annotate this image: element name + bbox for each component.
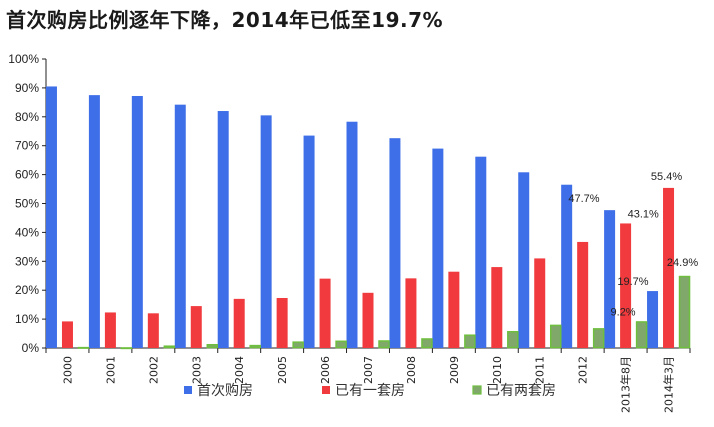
bar-one-home — [534, 258, 546, 348]
x-tick-label: 2001 — [104, 356, 117, 384]
x-tick-label: 2006 — [319, 356, 332, 384]
bar-first-home — [260, 115, 272, 348]
bar-one-home — [104, 312, 116, 348]
legend-swatch — [472, 385, 482, 395]
bar-two-homes — [249, 344, 261, 349]
y-tick-label: 60% — [15, 168, 39, 182]
x-tick-label: 2011 — [534, 356, 547, 384]
bar-one-home — [190, 306, 202, 348]
y-tick-label: 80% — [15, 110, 39, 124]
bar-two-homes — [549, 324, 562, 349]
bar-two-homes — [421, 338, 433, 349]
chart-title: 首次购房比例逐年下降，2014年已低至19.7% — [6, 8, 444, 32]
bar-one-home — [319, 278, 331, 348]
x-tick-label: 2005 — [276, 356, 289, 384]
bar-two-homes — [635, 321, 648, 349]
x-tick-label: 2002 — [147, 356, 160, 384]
bar-two-homes — [378, 340, 390, 349]
bar-first-home — [647, 291, 659, 348]
x-tick-label: 2013年8月 — [619, 356, 633, 413]
data-label: 55.4% — [651, 171, 682, 183]
bar-one-home — [233, 298, 245, 348]
bar-two-homes — [292, 341, 304, 349]
bar-one-home — [620, 223, 632, 348]
bar-two-homes — [163, 345, 176, 349]
bar-two-homes — [592, 328, 605, 349]
bar-one-home — [663, 187, 675, 348]
legend-swatch — [322, 386, 330, 394]
bar-one-home — [362, 292, 374, 348]
bar-first-home — [88, 95, 100, 348]
bar-first-home — [604, 210, 616, 348]
y-tick-label: 50% — [15, 197, 39, 211]
data-label: 47.7% — [568, 193, 599, 205]
bar-one-home — [448, 271, 460, 348]
x-tick-label: 2014年3月 — [662, 356, 676, 413]
bar-one-home — [61, 321, 73, 348]
x-tick-label: 2010 — [491, 356, 504, 384]
bar-two-homes — [464, 334, 476, 349]
x-tick-label: 2012 — [577, 356, 590, 384]
data-label: 19.7% — [617, 276, 648, 288]
legend-label: 已有一套房 — [335, 383, 405, 399]
bar-first-home — [45, 86, 57, 348]
bar-first-home — [346, 121, 358, 348]
bar-two-homes — [77, 346, 90, 349]
bar-first-home — [389, 138, 401, 348]
y-tick-label: 10% — [15, 312, 39, 326]
x-tick-label: 2007 — [362, 356, 375, 384]
legend-label: 已有两套房 — [486, 383, 556, 399]
data-label: 9.2% — [611, 306, 636, 318]
y-tick-label: 90% — [15, 81, 39, 95]
bar-one-home — [276, 298, 288, 348]
x-tick-label: 2000 — [61, 356, 74, 384]
x-tick-label: 2008 — [405, 356, 418, 384]
bar-first-home — [131, 95, 143, 348]
bar-first-home — [432, 148, 444, 348]
data-label: 24.9% — [667, 257, 698, 269]
bar-two-homes — [507, 330, 519, 349]
bar-one-home — [405, 278, 417, 348]
bar-one-home — [147, 313, 159, 348]
bar-first-home — [518, 172, 530, 348]
bar-two-homes — [120, 347, 133, 350]
y-tick-label: 30% — [15, 254, 39, 268]
legend-swatch — [184, 386, 192, 394]
bar-first-home — [217, 111, 229, 349]
y-tick-label: 0% — [22, 341, 40, 355]
bar-first-home — [561, 184, 573, 348]
bar-two-homes — [335, 340, 347, 349]
y-tick-label: 70% — [15, 139, 39, 153]
data-label: 43.1% — [628, 208, 659, 220]
y-tick-label: 20% — [15, 283, 39, 297]
x-tick-label: 2003 — [190, 356, 203, 384]
bar-first-home — [303, 135, 315, 348]
bar-two-homes — [678, 275, 691, 349]
bar-first-home — [475, 156, 487, 348]
y-tick-label: 100% — [8, 52, 39, 66]
y-tick-label: 40% — [15, 225, 39, 239]
bar-one-home — [491, 267, 503, 348]
legend-label: 首次购房 — [197, 383, 253, 399]
bar-two-homes — [206, 343, 219, 349]
bar-one-home — [577, 241, 589, 348]
x-tick-label: 2009 — [448, 356, 461, 384]
x-tick-label: 2004 — [233, 356, 246, 384]
bar-first-home — [174, 104, 186, 348]
